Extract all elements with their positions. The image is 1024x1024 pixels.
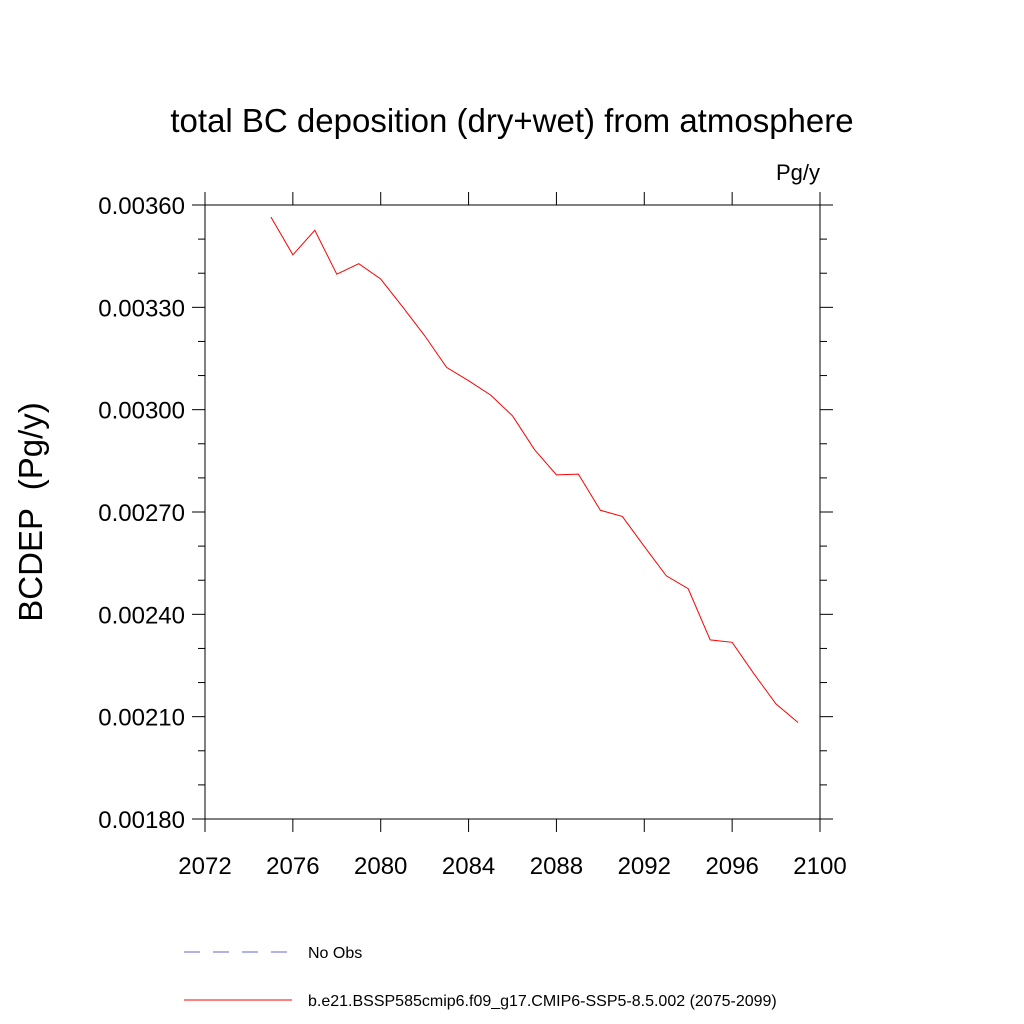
y-tick-label: 0.00270 bbox=[98, 500, 185, 527]
y-tick-label: 0.00330 bbox=[98, 295, 185, 322]
y-tick-label: 0.00210 bbox=[98, 705, 185, 732]
y-tick-label: 0.00240 bbox=[98, 602, 185, 629]
x-tick-label: 2084 bbox=[442, 853, 495, 880]
legend: No Obs b.e21.BSSP585cmip6.f09_g17.CMIP6-S… bbox=[184, 945, 777, 1010]
x-tick-label: 2080 bbox=[354, 853, 407, 880]
series-layer bbox=[270, 216, 799, 723]
x-tick-label: 2092 bbox=[618, 853, 671, 880]
plot-frame bbox=[204, 204, 821, 820]
x-tick-label: 2072 bbox=[178, 853, 231, 880]
x-axis: 2072 2076 2080 2084 2088 2092 2096 2100 bbox=[178, 192, 847, 880]
chart-title: total BC deposition (dry+wet) from atmos… bbox=[170, 102, 853, 139]
y-tick-label: 0.00300 bbox=[98, 398, 185, 425]
x-tick-label: 2076 bbox=[266, 853, 319, 880]
legend-label: b.e21.BSSP585cmip6.f09_g17.CMIP6-SSP5-8.… bbox=[308, 993, 777, 1010]
x-tick-label: 2088 bbox=[530, 853, 583, 880]
y-axis: 0.00180 0.00210 0.00240 0.00270 0.00300 0.003… bbox=[98, 193, 833, 834]
series-line bbox=[270, 216, 799, 723]
y-tick-label: 0.00180 bbox=[98, 807, 185, 834]
x-tick-label: 2096 bbox=[705, 853, 758, 880]
y-axis-label: BCDEP (Pg/y) bbox=[12, 402, 49, 621]
legend-label: No Obs bbox=[308, 945, 362, 962]
units-label: Pg/y bbox=[776, 160, 820, 185]
y-tick-label: 0.00360 bbox=[98, 193, 185, 220]
x-tick-label: 2100 bbox=[793, 853, 846, 880]
